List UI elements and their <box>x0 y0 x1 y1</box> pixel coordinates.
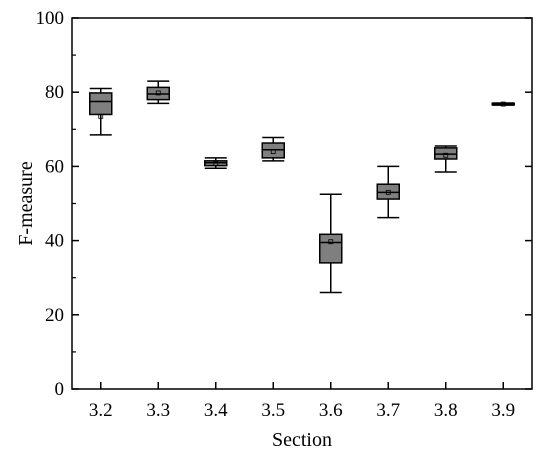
box-3.5 <box>261 136 285 162</box>
box-3.6 <box>319 193 343 294</box>
box-3.9 <box>491 101 515 107</box>
box-3.2 <box>89 87 113 136</box>
mean-marker <box>270 149 276 154</box>
box-3.8 <box>434 145 458 173</box>
x-tick-label: 3.3 <box>146 400 170 421</box>
x-axis-title: Section <box>272 429 332 451</box>
x-tick-label: 3.4 <box>204 400 228 421</box>
y-tick-label: 60 <box>45 156 64 177</box>
y-axis-ticks: 0 20 40 60 80 100 <box>36 8 532 400</box>
mean-marker <box>328 239 334 245</box>
x-axis-ticks: 3.2 3.3 3.4 3.5 3.6 3.7 3.8 3.9 <box>89 382 515 421</box>
mean-marker <box>98 113 104 119</box>
y-tick-label: 20 <box>45 305 64 326</box>
y-axis-title: F-measure <box>15 161 37 246</box>
box-3.4 <box>204 157 228 170</box>
mean-marker <box>500 101 506 107</box>
mean-marker <box>155 90 161 96</box>
mean-marker <box>385 189 391 195</box>
y-tick-label: 100 <box>36 8 65 29</box>
y-tick-label: 40 <box>45 231 64 252</box>
y-tick-label: 80 <box>45 82 64 103</box>
iqr-box <box>89 92 113 116</box>
box-3.3 <box>146 80 170 105</box>
x-tick-label: 3.8 <box>434 400 458 421</box>
iqr-box <box>319 233 343 264</box>
x-tick-label: 3.7 <box>376 400 400 421</box>
box-series <box>89 80 515 294</box>
x-tick-label: 3.5 <box>261 400 285 421</box>
box-3.7 <box>376 165 400 219</box>
y-tick-label: 0 <box>55 379 65 400</box>
mean-marker <box>443 152 449 158</box>
x-tick-label: 3.9 <box>491 400 515 421</box>
x-tick-label: 3.6 <box>319 400 343 421</box>
x-tick-label: 3.2 <box>89 400 113 421</box>
mean-marker <box>213 161 219 166</box>
plot-frame <box>71 17 533 390</box>
